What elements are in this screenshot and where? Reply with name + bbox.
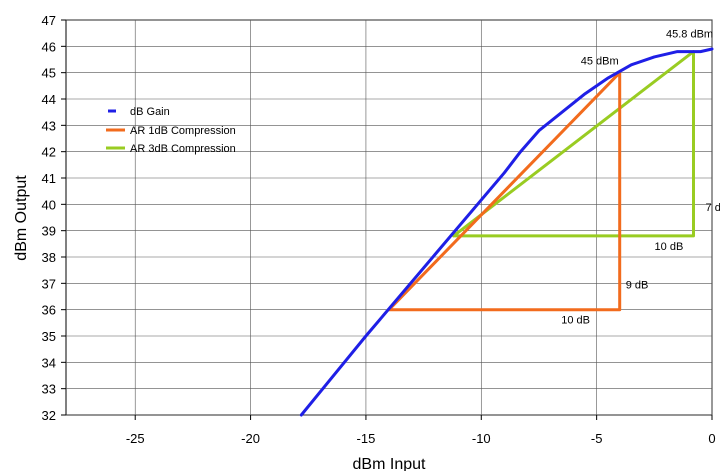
y-tick-label: 40 (42, 197, 56, 212)
annotation-label: 45 dBm (581, 56, 619, 68)
annotation-label: 45.8 dBm (666, 29, 713, 41)
tick-labels: 32 33 34 35 36 37 38 39 40 41 42 43 44 45 46 47 -25 -20 -1… (42, 13, 716, 446)
x-tick-label: -5 (591, 431, 603, 446)
plot-area (65, 19, 713, 416)
x-tick-label: -25 (126, 431, 145, 446)
y-tick-label: 35 (42, 329, 56, 344)
y-tick-label: 36 (42, 303, 56, 318)
annotation-label: 7 dB (706, 202, 720, 214)
series-line-0 (299, 47, 714, 417)
y-tick-label: 45 (42, 66, 56, 81)
grid (61, 19, 713, 420)
legend-label-1db: AR 1dB Compression (130, 125, 236, 137)
y-tick-label: 34 (42, 355, 56, 370)
series (299, 47, 714, 417)
x-tick-label: -15 (357, 431, 376, 446)
annotation-label: 10 dB (561, 315, 590, 327)
y-tick-label: 44 (42, 92, 56, 107)
y-tick-label: 47 (42, 13, 56, 28)
x-tick-label: 0 (708, 431, 715, 446)
y-tick-label: 43 (42, 118, 56, 133)
y-tick-label: 39 (42, 224, 56, 239)
legend-label-3db: AR 3dB Compression (130, 143, 236, 155)
x-axis-title: dBm Input (353, 456, 426, 471)
y-tick-label: 32 (42, 408, 56, 423)
series-line-1 (387, 71, 622, 312)
y-tick-label: 38 (42, 250, 56, 265)
x-tick-label: -10 (472, 431, 491, 446)
annotations: 45.8 dBm 45 dBm 7 dB 10 dB 9 dB 10 dB (561, 29, 720, 327)
y-axis-title: dBm Output (13, 175, 30, 261)
y-tick-label: 42 (42, 145, 56, 160)
y-tick-label: 33 (42, 382, 56, 397)
series-line-2 (452, 50, 695, 238)
legend-label-gain: dB Gain (130, 106, 170, 118)
x-tick-label: -20 (241, 431, 260, 446)
annotation-label: 9 dB (626, 280, 649, 292)
annotation-label: 10 dB (655, 241, 684, 253)
legend: dB Gain AR 1dB Compression AR 3dB Compre… (106, 106, 236, 155)
y-tick-label: 41 (42, 171, 56, 186)
y-tick-label: 37 (42, 276, 56, 291)
y-tick-label: 46 (42, 39, 56, 54)
